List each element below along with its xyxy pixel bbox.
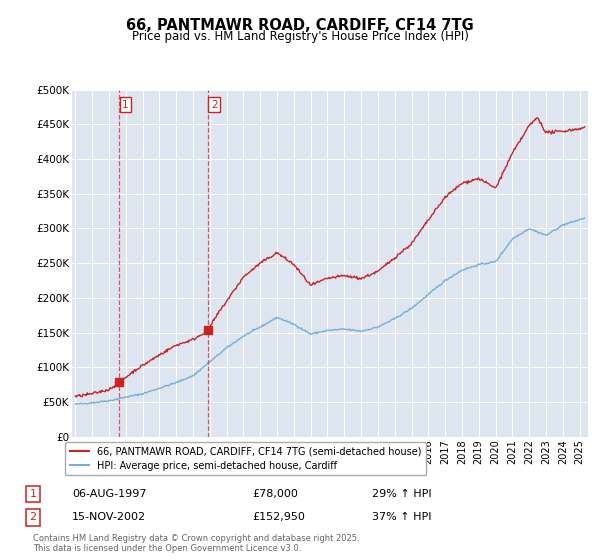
- Text: £78,000: £78,000: [252, 489, 298, 499]
- Text: 2: 2: [29, 512, 37, 522]
- Text: £152,950: £152,950: [252, 512, 305, 522]
- Text: 29% ↑ HPI: 29% ↑ HPI: [372, 489, 431, 499]
- Legend: 66, PANTMAWR ROAD, CARDIFF, CF14 7TG (semi-detached house), HPI: Average price, : 66, PANTMAWR ROAD, CARDIFF, CF14 7TG (se…: [65, 442, 427, 475]
- Text: 66, PANTMAWR ROAD, CARDIFF, CF14 7TG: 66, PANTMAWR ROAD, CARDIFF, CF14 7TG: [126, 18, 474, 32]
- Text: 1: 1: [29, 489, 37, 499]
- Text: Price paid vs. HM Land Registry's House Price Index (HPI): Price paid vs. HM Land Registry's House …: [131, 30, 469, 43]
- Text: 37% ↑ HPI: 37% ↑ HPI: [372, 512, 431, 522]
- Text: 15-NOV-2002: 15-NOV-2002: [72, 512, 146, 522]
- Text: 2: 2: [211, 100, 218, 110]
- Text: Contains HM Land Registry data © Crown copyright and database right 2025.
This d: Contains HM Land Registry data © Crown c…: [33, 534, 359, 553]
- Text: 06-AUG-1997: 06-AUG-1997: [72, 489, 146, 499]
- Text: 1: 1: [122, 100, 129, 110]
